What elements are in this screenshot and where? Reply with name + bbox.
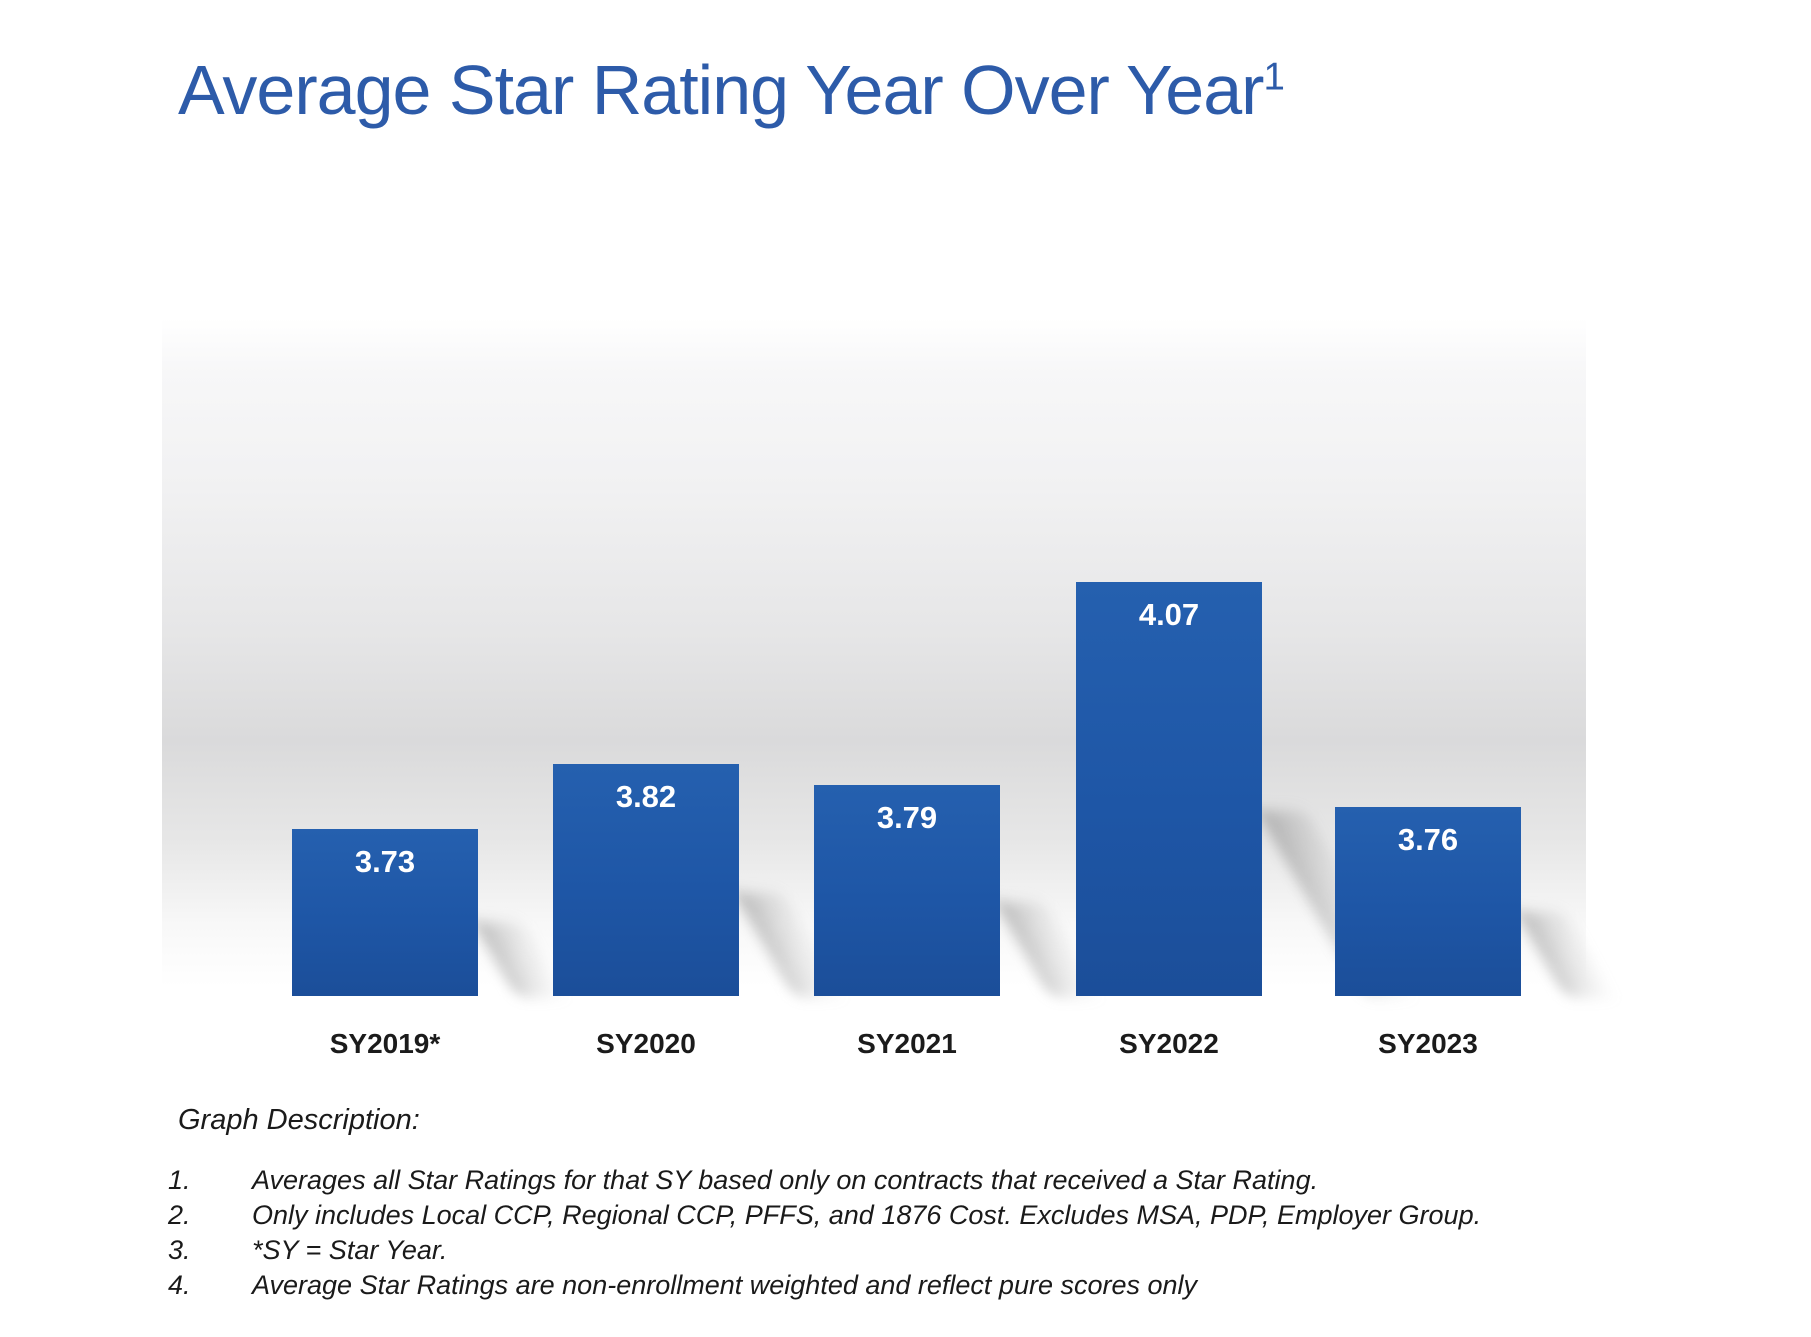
bar-value-label: 3.73 <box>354 844 416 879</box>
bar-value-label: 3.79 <box>876 800 938 835</box>
list-item: 2. Only includes Local CCP, Regional CCP,… <box>168 1198 1668 1233</box>
graph-description-list: 1. Averages all Star Ratings for that SY … <box>168 1163 1668 1303</box>
bar-value-label: 4.07 <box>1138 597 1200 632</box>
x-axis-label: SY2021 <box>857 1028 957 1059</box>
list-item-text: Only includes Local CCP, Regional CCP, P… <box>252 1200 1482 1230</box>
x-axis-label: SY2020 <box>596 1028 696 1059</box>
list-item-number: 4. <box>168 1270 191 1300</box>
bar-sy2022: 4.07 <box>1076 582 1262 996</box>
x-axis-label: SY2022 <box>1119 1028 1219 1059</box>
bar-shadow <box>472 921 566 996</box>
page-title-superscript: 1 <box>1263 55 1284 99</box>
bar-sy2021: 3.79 <box>814 785 1000 996</box>
list-item-text: Averages all Star Ratings for that SY ba… <box>252 1165 1319 1195</box>
bar-value-label: 3.82 <box>615 779 677 814</box>
bar-value-label: 3.76 <box>1397 822 1459 857</box>
list-item-number: 2. <box>168 1200 191 1230</box>
graph-description-heading: Graph Description: <box>178 1104 420 1136</box>
list-item-number: 1. <box>168 1165 191 1195</box>
bar-shadow <box>1515 911 1615 996</box>
x-axis-label: SY2023 <box>1378 1028 1478 1059</box>
list-item-text: Average Star Ratings are non-enrollment … <box>252 1270 1198 1300</box>
list-item: 1. Averages all Star Ratings for that SY … <box>168 1163 1668 1198</box>
list-item: 3. *SY = Star Year. <box>168 1233 1668 1268</box>
page-title: Average Star Rating Year Over Year1 <box>178 50 1285 130</box>
list-item-text: *SY = Star Year. <box>252 1235 448 1265</box>
list-item: 4. Average Star Ratings are non-enrollmen… <box>168 1268 1668 1303</box>
bar-sy2020: 3.82 <box>553 764 739 996</box>
bar-sy2023: 3.76 <box>1335 807 1521 996</box>
x-axis-label: SY2019* <box>329 1028 441 1059</box>
list-item-number: 3. <box>168 1235 191 1265</box>
page-title-text: Average Star Rating Year Over Year <box>178 51 1264 129</box>
bar-sy2019: 3.73 <box>292 829 478 996</box>
